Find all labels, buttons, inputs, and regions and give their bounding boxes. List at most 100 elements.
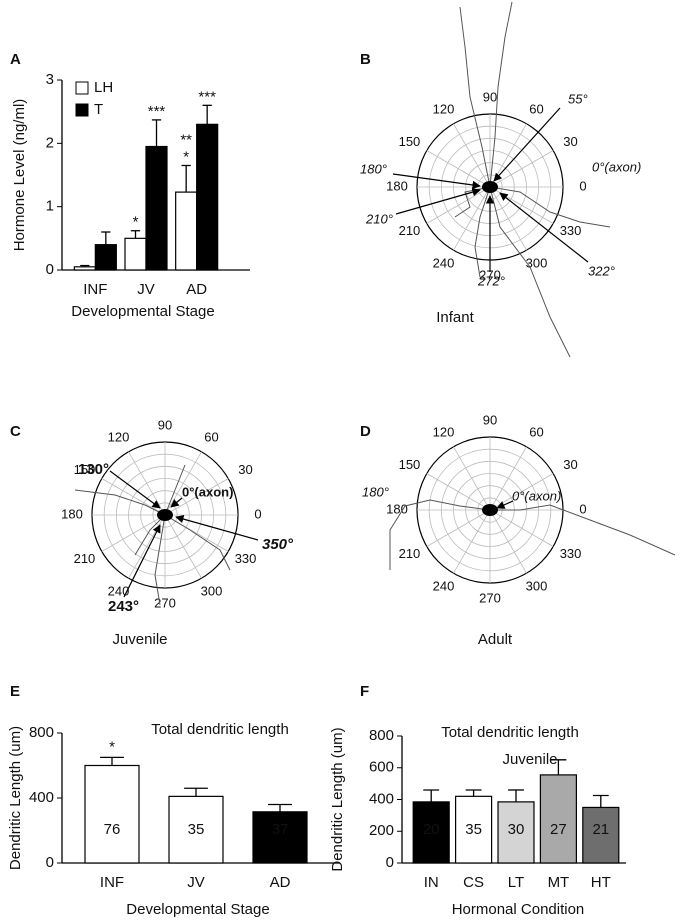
polar-spoke: [489, 186, 527, 251]
soma: [482, 181, 498, 193]
y-tick-label: 0: [386, 854, 394, 871]
bar: [73, 266, 96, 271]
angle-label: 90: [483, 412, 497, 427]
bar: [145, 145, 168, 271]
significance-label: **: [180, 131, 192, 148]
polar-spoke: [101, 514, 166, 552]
polar-spoke: [164, 451, 202, 516]
panel-letter: C: [10, 423, 21, 440]
polar-spoke: [489, 150, 554, 188]
x-axis-label: Developmental Stage: [71, 303, 214, 320]
bar: [175, 191, 198, 271]
angle-label: 330: [235, 551, 257, 566]
polar-spoke: [426, 473, 491, 511]
panel-letter: D: [360, 423, 371, 440]
bar: [196, 123, 219, 271]
significance-label: ***: [198, 88, 216, 105]
bar: [124, 237, 147, 271]
bar-n-label: 27: [550, 821, 567, 838]
polar-spoke: [101, 478, 166, 516]
y-tick-label: 200: [369, 822, 394, 839]
bar-n-label: 76: [104, 821, 121, 838]
bar-n-label: 21: [592, 821, 609, 838]
dendrite-trace: [489, 1, 513, 188]
panel-caption: Infant: [436, 309, 474, 326]
x-tick-label: JV: [137, 281, 155, 298]
polar-spoke: [453, 186, 491, 251]
polar-spoke: [489, 446, 527, 511]
dendrite-trace: [490, 504, 676, 556]
panel-letter: B: [360, 51, 371, 68]
x-tick-label: AD: [186, 281, 207, 298]
angle-annotation: 180°: [360, 161, 387, 176]
x-axis-label: Hormonal Condition: [452, 901, 585, 918]
polar-spoke: [426, 150, 491, 188]
bar: [455, 795, 493, 864]
bar-n-label: 35: [465, 821, 482, 838]
angle-label: 0: [579, 178, 586, 193]
x-tick-label: LT: [508, 874, 524, 891]
x-tick-label: AD: [270, 874, 291, 891]
angle-annotation: 0°(axon): [512, 488, 561, 503]
angle-annotation: 272°: [477, 273, 505, 288]
x-tick-label: IN: [424, 874, 439, 891]
angle-annotation: 55°: [568, 91, 588, 106]
panel-letter: A: [10, 51, 21, 68]
angle-annotation: 243°: [108, 598, 139, 615]
bar: [412, 801, 450, 864]
chart-title: Total dendritic length: [151, 721, 289, 738]
angle-annotation: 322°: [588, 263, 615, 278]
dendrite-trace: [489, 186, 611, 228]
panel-letter: F: [360, 683, 369, 700]
annotation-arrow: [392, 173, 481, 190]
angle-label: 300: [201, 584, 223, 599]
y-tick-label: 3: [46, 71, 54, 88]
bar-n-label: 37: [272, 821, 289, 838]
x-tick-label: JV: [187, 874, 205, 891]
y-tick-label: 600: [369, 759, 394, 776]
x-tick-label: HT: [591, 874, 611, 891]
significance-label: *: [133, 214, 139, 231]
bar-n-label: 35: [188, 821, 205, 838]
angle-label: 270: [479, 267, 501, 282]
polar-spoke: [453, 446, 491, 511]
angle-label: 90: [483, 89, 497, 104]
bar: [252, 811, 308, 864]
panel-caption: Juvenile: [112, 631, 167, 648]
angle-label: 60: [204, 429, 218, 444]
angle-label: 210: [74, 551, 96, 566]
bar: [539, 774, 578, 864]
angle-label: 30: [238, 462, 252, 477]
y-axis-label: Hormone Level (ng/ml): [11, 99, 28, 252]
angle-label: 0: [254, 506, 261, 521]
angle-label: 30: [563, 134, 577, 149]
x-tick-label: INF: [83, 281, 107, 298]
angle-label: 270: [154, 595, 176, 610]
bar: [582, 806, 620, 864]
legend-label: T: [94, 101, 103, 118]
angle-label: 180: [386, 501, 408, 516]
angle-label: 180: [386, 178, 408, 193]
soma: [482, 504, 498, 516]
angle-label: 210: [399, 546, 421, 561]
bar: [497, 801, 535, 864]
dendrite-trace: [154, 514, 166, 606]
legend-swatch: [75, 81, 89, 95]
legend-label: LH: [94, 79, 113, 96]
angle-label: 150: [74, 462, 96, 477]
y-tick-label: 0: [46, 854, 54, 871]
panel-caption: Adult: [478, 631, 513, 648]
x-axis-label: Developmental Stage: [126, 901, 269, 918]
angle-annotation: 180°: [362, 484, 389, 499]
y-tick-label: 1: [46, 198, 54, 215]
angle-label: 120: [108, 429, 130, 444]
angle-label: 60: [529, 101, 543, 116]
annotation-arrow: [109, 470, 161, 509]
angle-label: 240: [108, 584, 130, 599]
dendrite-trace: [164, 464, 186, 516]
angle-label: 60: [529, 424, 543, 439]
chart-title: Total dendritic length: [441, 724, 579, 741]
annotation-arrow: [395, 188, 481, 215]
angle-label: 120: [433, 101, 455, 116]
